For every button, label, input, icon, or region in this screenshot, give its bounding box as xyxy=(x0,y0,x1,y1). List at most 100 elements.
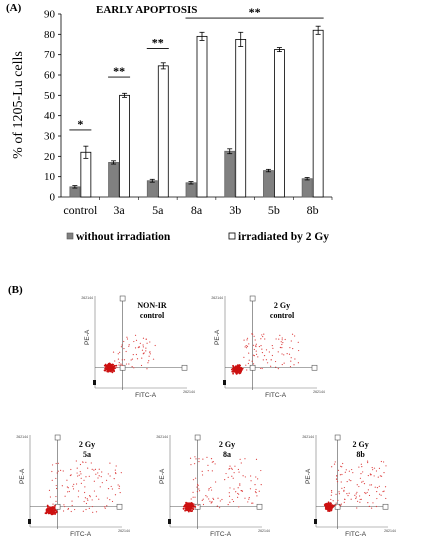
scatter-point xyxy=(281,339,283,341)
scatter-point xyxy=(377,476,379,478)
scatter-point xyxy=(356,491,358,493)
scatter-point xyxy=(248,352,250,354)
scatter-point xyxy=(347,495,349,497)
scatter-point xyxy=(228,467,231,470)
y-tick-label: 90 xyxy=(44,9,56,21)
scatter-point xyxy=(244,346,246,348)
scatter-point xyxy=(281,363,283,366)
y-tick-label: 80 xyxy=(44,29,56,41)
scatter-point xyxy=(78,474,80,476)
scatter-point xyxy=(55,500,57,502)
scatter-point xyxy=(237,496,239,498)
scatter-point xyxy=(190,498,192,500)
y-tick-label: 60 xyxy=(44,70,56,82)
scatter-point xyxy=(111,371,114,373)
scatter-point xyxy=(344,471,346,473)
scatter-point xyxy=(370,484,373,486)
flow-y-axis-label: PE-A xyxy=(214,329,221,345)
scatter-point xyxy=(283,362,285,364)
scatter-point xyxy=(228,495,231,497)
scatter-point xyxy=(361,481,363,483)
scatter-point xyxy=(87,467,89,469)
scatter-point xyxy=(194,456,196,458)
scatter-point xyxy=(341,473,343,476)
scatter-point xyxy=(371,466,373,469)
scatter-point xyxy=(190,507,193,510)
scatter-point xyxy=(339,474,342,476)
scatter-point xyxy=(104,367,107,370)
scatter-point xyxy=(107,366,109,369)
scatter-point xyxy=(336,481,339,483)
scatter-point xyxy=(91,499,93,501)
scatter-point xyxy=(186,504,189,507)
scatter-point xyxy=(260,484,262,486)
scatter-point xyxy=(336,475,338,477)
scatter-point xyxy=(52,509,55,512)
scatter-point xyxy=(132,353,134,356)
scatter-point xyxy=(209,500,211,502)
scatter-point xyxy=(89,496,91,498)
gate-handle xyxy=(249,295,256,302)
scatter-point xyxy=(217,497,219,499)
scatter-point xyxy=(356,500,359,502)
scatter-point xyxy=(262,335,264,338)
scatter-point xyxy=(55,477,57,480)
scatter-point xyxy=(146,368,148,370)
scatter-point xyxy=(239,483,241,485)
scatter-point xyxy=(251,360,253,362)
scatter-point xyxy=(212,498,215,501)
gate-handle xyxy=(382,503,389,510)
scatter-point xyxy=(210,502,212,504)
scatter-point xyxy=(235,366,237,368)
scatter-point xyxy=(107,488,110,490)
scatter-point xyxy=(367,489,369,491)
scatter-point xyxy=(121,344,123,346)
scatter-point xyxy=(193,463,196,465)
scatter-point xyxy=(109,499,111,501)
x-tick-label: 3a xyxy=(113,203,125,217)
scatter-point xyxy=(134,347,137,349)
scatter-point xyxy=(196,486,198,488)
scatter-point xyxy=(275,338,277,340)
scatter-point xyxy=(198,460,200,463)
scatter-point xyxy=(227,503,229,506)
scatter-point xyxy=(135,339,138,341)
scatter-point xyxy=(337,469,340,471)
scatter-point xyxy=(201,470,203,472)
scatter-point xyxy=(67,491,69,493)
scatter-point xyxy=(80,473,82,475)
gate-marker xyxy=(314,519,317,524)
scatter-point xyxy=(189,504,192,507)
scatter-point xyxy=(245,347,248,349)
scatter-point xyxy=(128,363,130,365)
scatter-point xyxy=(139,342,141,344)
scatter-point xyxy=(284,338,286,341)
scatter-point xyxy=(379,475,381,477)
scatter-point xyxy=(91,468,93,470)
scatter-point xyxy=(346,493,348,495)
scatter-point xyxy=(119,351,121,353)
scatter-point xyxy=(252,344,255,346)
scatter-point xyxy=(228,492,230,494)
scatter-point xyxy=(80,477,82,479)
scatter-point xyxy=(106,505,108,507)
scatter-point xyxy=(123,347,125,350)
scatter-point xyxy=(360,498,362,500)
scatter-point xyxy=(340,481,342,483)
scatter-point xyxy=(100,476,102,478)
flow-y-max: 262144 xyxy=(211,296,223,300)
scatter-point xyxy=(44,512,47,515)
gate-handle xyxy=(54,434,61,441)
scatter-point xyxy=(141,357,143,359)
scatter-point xyxy=(103,369,106,372)
panel-a-label: (A) xyxy=(6,2,22,14)
scatter-point xyxy=(239,370,241,373)
y-tick-label: 0 xyxy=(50,192,56,204)
scatter-point xyxy=(325,506,328,509)
scatter-point xyxy=(215,481,217,483)
scatter-point xyxy=(205,495,207,497)
scatter-point xyxy=(230,467,232,469)
bar-without-irradiation xyxy=(185,182,197,198)
scatter-point xyxy=(145,350,147,352)
